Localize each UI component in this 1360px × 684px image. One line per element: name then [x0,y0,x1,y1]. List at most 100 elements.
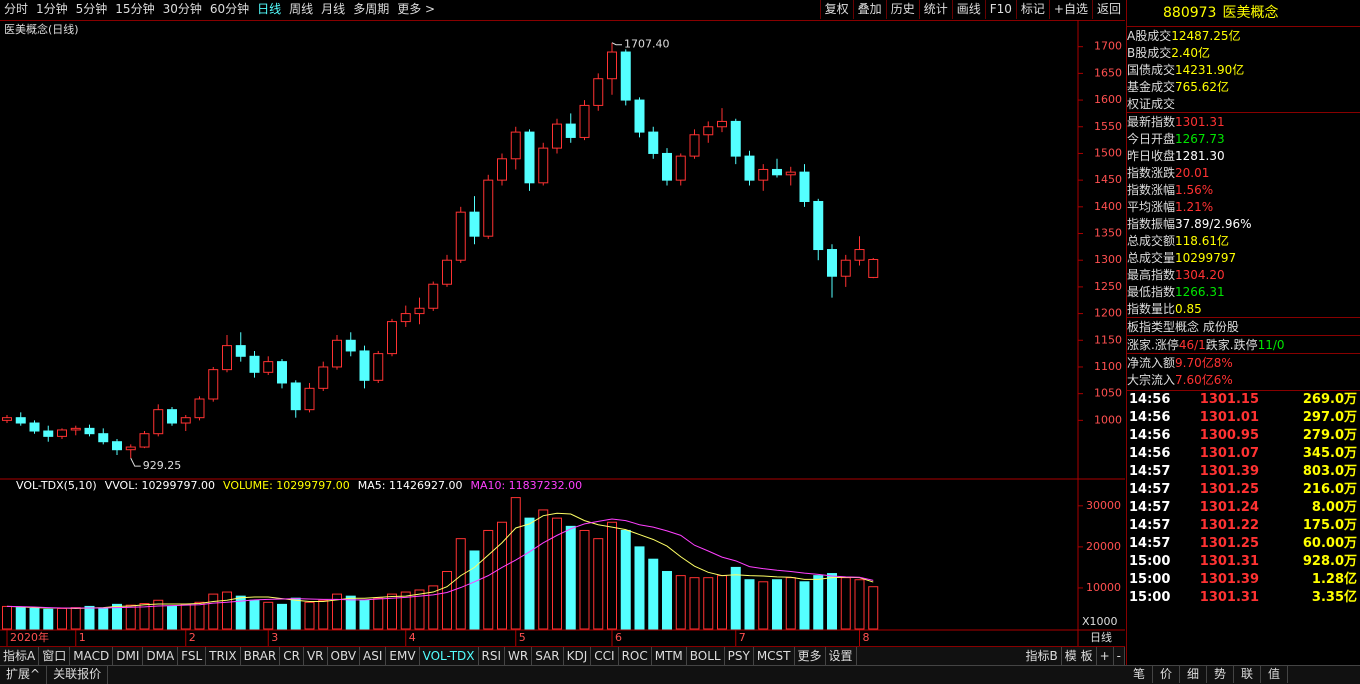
tool-button[interactable]: 返回 [1091,0,1125,19]
quote-label: A股成交 [1127,29,1172,43]
quote-tab[interactable]: 值 [1261,666,1288,683]
indicator-button[interactable]: 模 板 [1062,647,1097,665]
quote-row: 净流入额9.70亿8% [1127,353,1360,371]
indicator-tab[interactable]: 更多 [795,647,826,666]
volume-bar [400,591,411,630]
quote-label: 涨家.涨停 [1127,338,1179,352]
indicator-tab[interactable]: TRIX [206,647,241,666]
indicator-button[interactable]: - [1114,647,1125,665]
tool-button[interactable]: 统计 [918,0,952,19]
period-tab[interactable]: 周线 [289,2,314,16]
candle-body [593,78,604,106]
indicator-tab[interactable]: ASI [360,647,387,666]
indicator-tab[interactable]: MCST [754,647,795,666]
indicator-tab[interactable]: MTM [652,647,687,666]
indicator-tab[interactable]: CR [280,647,304,666]
candle-body [125,446,136,451]
period-tab[interactable]: 月线 [321,2,346,16]
indicator-toolbar: 指标A 窗口 MACD DMI DMA FSL TRIX BRAR CR VR OBV ASI EMV V… [0,646,1125,666]
quote-label: 指数振幅 [1127,217,1176,231]
period-tab[interactable]: 分时 [4,2,29,16]
indicator-tab[interactable]: PSY [725,647,754,666]
candle-body [510,131,521,160]
indicator-tab[interactable]: RSI [479,647,506,666]
period-tab[interactable]: 30分钟 [162,2,202,16]
volume-bar [785,577,796,630]
trade-volume: 216.0万 [1302,482,1357,497]
quote-tab[interactable]: 笔 [1126,666,1153,683]
y-tick-label: 1250 [1094,280,1122,293]
tool-button[interactable]: +自选 [1048,0,1092,19]
tool-button[interactable]: 复权 [819,0,853,19]
volume-bar [510,497,521,630]
volume-bar [387,593,397,630]
volume-bar [552,517,562,630]
quote-tab[interactable]: 联 [1234,666,1261,683]
y-tick-label: 1700 [1094,40,1122,53]
indicator-tab[interactable]: FSL [178,647,207,666]
period-tab[interactable]: 60分钟 [209,2,250,16]
indicator-button[interactable]: 指标B [1023,647,1062,665]
annotation-pointer [611,42,622,46]
indicator-tab[interactable]: CCI [591,647,619,666]
candle-body [799,171,810,202]
period-tab[interactable]: 1分钟 [36,2,68,16]
candle-body [400,313,411,323]
extra-tab[interactable]: 扩展^ [0,666,48,684]
tool-button[interactable]: 画线 [951,0,985,19]
indicator-tab[interactable]: 设置 [826,647,857,666]
indicator-tab[interactable]: BRAR [241,647,281,666]
tool-button[interactable]: 历史 [885,0,919,19]
candle-body [827,249,837,277]
quote-tab[interactable]: 细 [1180,666,1207,683]
quote-row: 指数涨跌20.01 [1127,164,1360,181]
period-tab[interactable]: 更多 > [397,2,436,16]
quote-label: 最低指数 [1127,285,1176,299]
quote-pct: 6% [1213,373,1233,387]
quote-value: 118.61亿 [1175,234,1230,248]
indicator-tab[interactable]: WR [505,647,533,666]
quote-value: 2.40亿 [1171,46,1210,60]
extra-tab[interactable]: 关联报价 [47,666,109,684]
indicator-tab[interactable]: OBV [328,647,361,666]
trade-volume: 175.0万 [1302,518,1357,533]
indicator-tab[interactable]: KDJ [564,647,592,666]
indicator-tab[interactable]: EMV [386,647,420,666]
tool-button[interactable]: F10 [984,0,1016,19]
candle-body [772,168,782,176]
indicator-tab[interactable]: 窗口 [39,647,71,666]
indicator-button[interactable]: + [1097,647,1114,665]
quote-row: 最新指数1301.31 [1127,112,1360,130]
indicator-tab[interactable]: SAR [532,647,564,666]
indicator-tab[interactable]: VR [304,647,328,666]
trade-price: 1301.31 [1199,554,1259,569]
quote-tab[interactable]: 价 [1153,666,1180,683]
volume-bar [2,605,12,630]
date-label: 2020年 [10,630,49,644]
trade-row: 14:56 1300.95 279.0万 [1127,427,1360,445]
indicator-tab[interactable]: MACD [70,647,114,666]
date-label: 3 [271,631,278,644]
volume-bar [868,586,879,630]
volume-bar [854,579,865,630]
tool-button[interactable]: 叠加 [852,0,886,19]
quote-row: 板指类型概念 成份股 [1127,317,1360,335]
indicator-tab[interactable]: VOL-TDX [420,647,479,666]
trade-price: 1300.95 [1199,428,1259,443]
indicator-tab[interactable]: 指标A [0,647,40,666]
volume-bar [593,538,604,630]
tool-button[interactable]: 标记 [1015,0,1049,19]
period-tab[interactable]: 5分钟 [75,2,108,16]
candle-body [840,259,851,277]
indicator-tab[interactable]: DMI [113,647,144,666]
indicator-tab[interactable]: DMA [143,647,179,666]
period-tab[interactable]: 日线 [257,2,282,16]
period-tab[interactable]: 15分钟 [115,2,155,16]
y-tick-label: 1600 [1094,93,1122,106]
indicator-tab[interactable]: BOLL [687,647,725,666]
indicator-tabs: 指标A 窗口 MACD DMI DMA FSL TRIX BRAR CR VR OBV ASI EMV V… [0,647,857,666]
period-tab[interactable]: 多周期 [353,2,390,16]
indicator-tab[interactable]: ROC [619,647,652,666]
quote-tab[interactable]: 势 [1207,666,1234,683]
candle-body [112,441,122,451]
